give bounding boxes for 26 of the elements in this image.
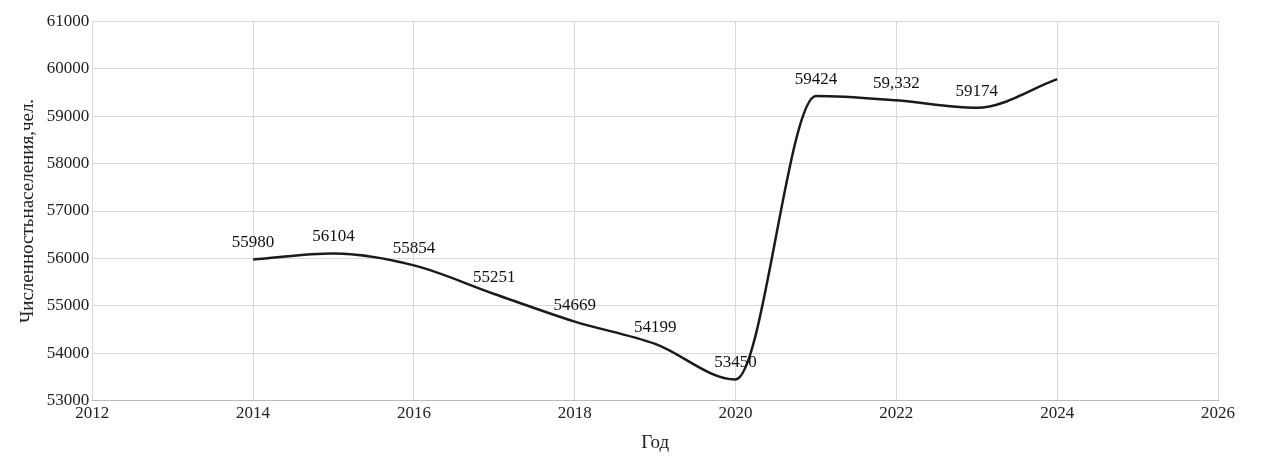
- data-label: 54199: [633, 316, 677, 336]
- data-label: 59424: [794, 68, 838, 88]
- data-label: 55854: [392, 238, 436, 258]
- data-label: 59,332: [873, 73, 920, 93]
- x-tick-label: 2016: [396, 403, 431, 423]
- x-tick-label: 2020: [718, 403, 753, 423]
- y-tick-label: 54000: [46, 342, 90, 362]
- x-tick-label: 2026: [1201, 403, 1235, 423]
- data-label: 56104: [312, 226, 356, 246]
- y-axis-title: Численностьнаселения,чел.: [16, 98, 38, 324]
- data-label: 59174: [955, 80, 999, 100]
- data-label: 55980: [231, 232, 275, 252]
- data-label: 54669: [553, 294, 596, 314]
- y-tick-label: 59000: [46, 105, 90, 125]
- y-tick-label: 58000: [46, 153, 90, 173]
- x-axis-title: Год: [641, 430, 670, 452]
- y-tick-label: 60000: [46, 58, 90, 78]
- y-tick-label: 61000: [46, 10, 90, 30]
- y-tick-label: 57000: [46, 200, 90, 220]
- y-tick-label: 55000: [46, 295, 90, 315]
- y-tick-label: 56000: [46, 247, 90, 267]
- x-tick-label: 2014: [236, 403, 271, 423]
- x-tick-label: 2024: [1040, 403, 1075, 423]
- data-label: 55251: [473, 266, 516, 286]
- x-tick-label: 2018: [557, 403, 592, 423]
- x-tick-label: 2022: [879, 403, 914, 423]
